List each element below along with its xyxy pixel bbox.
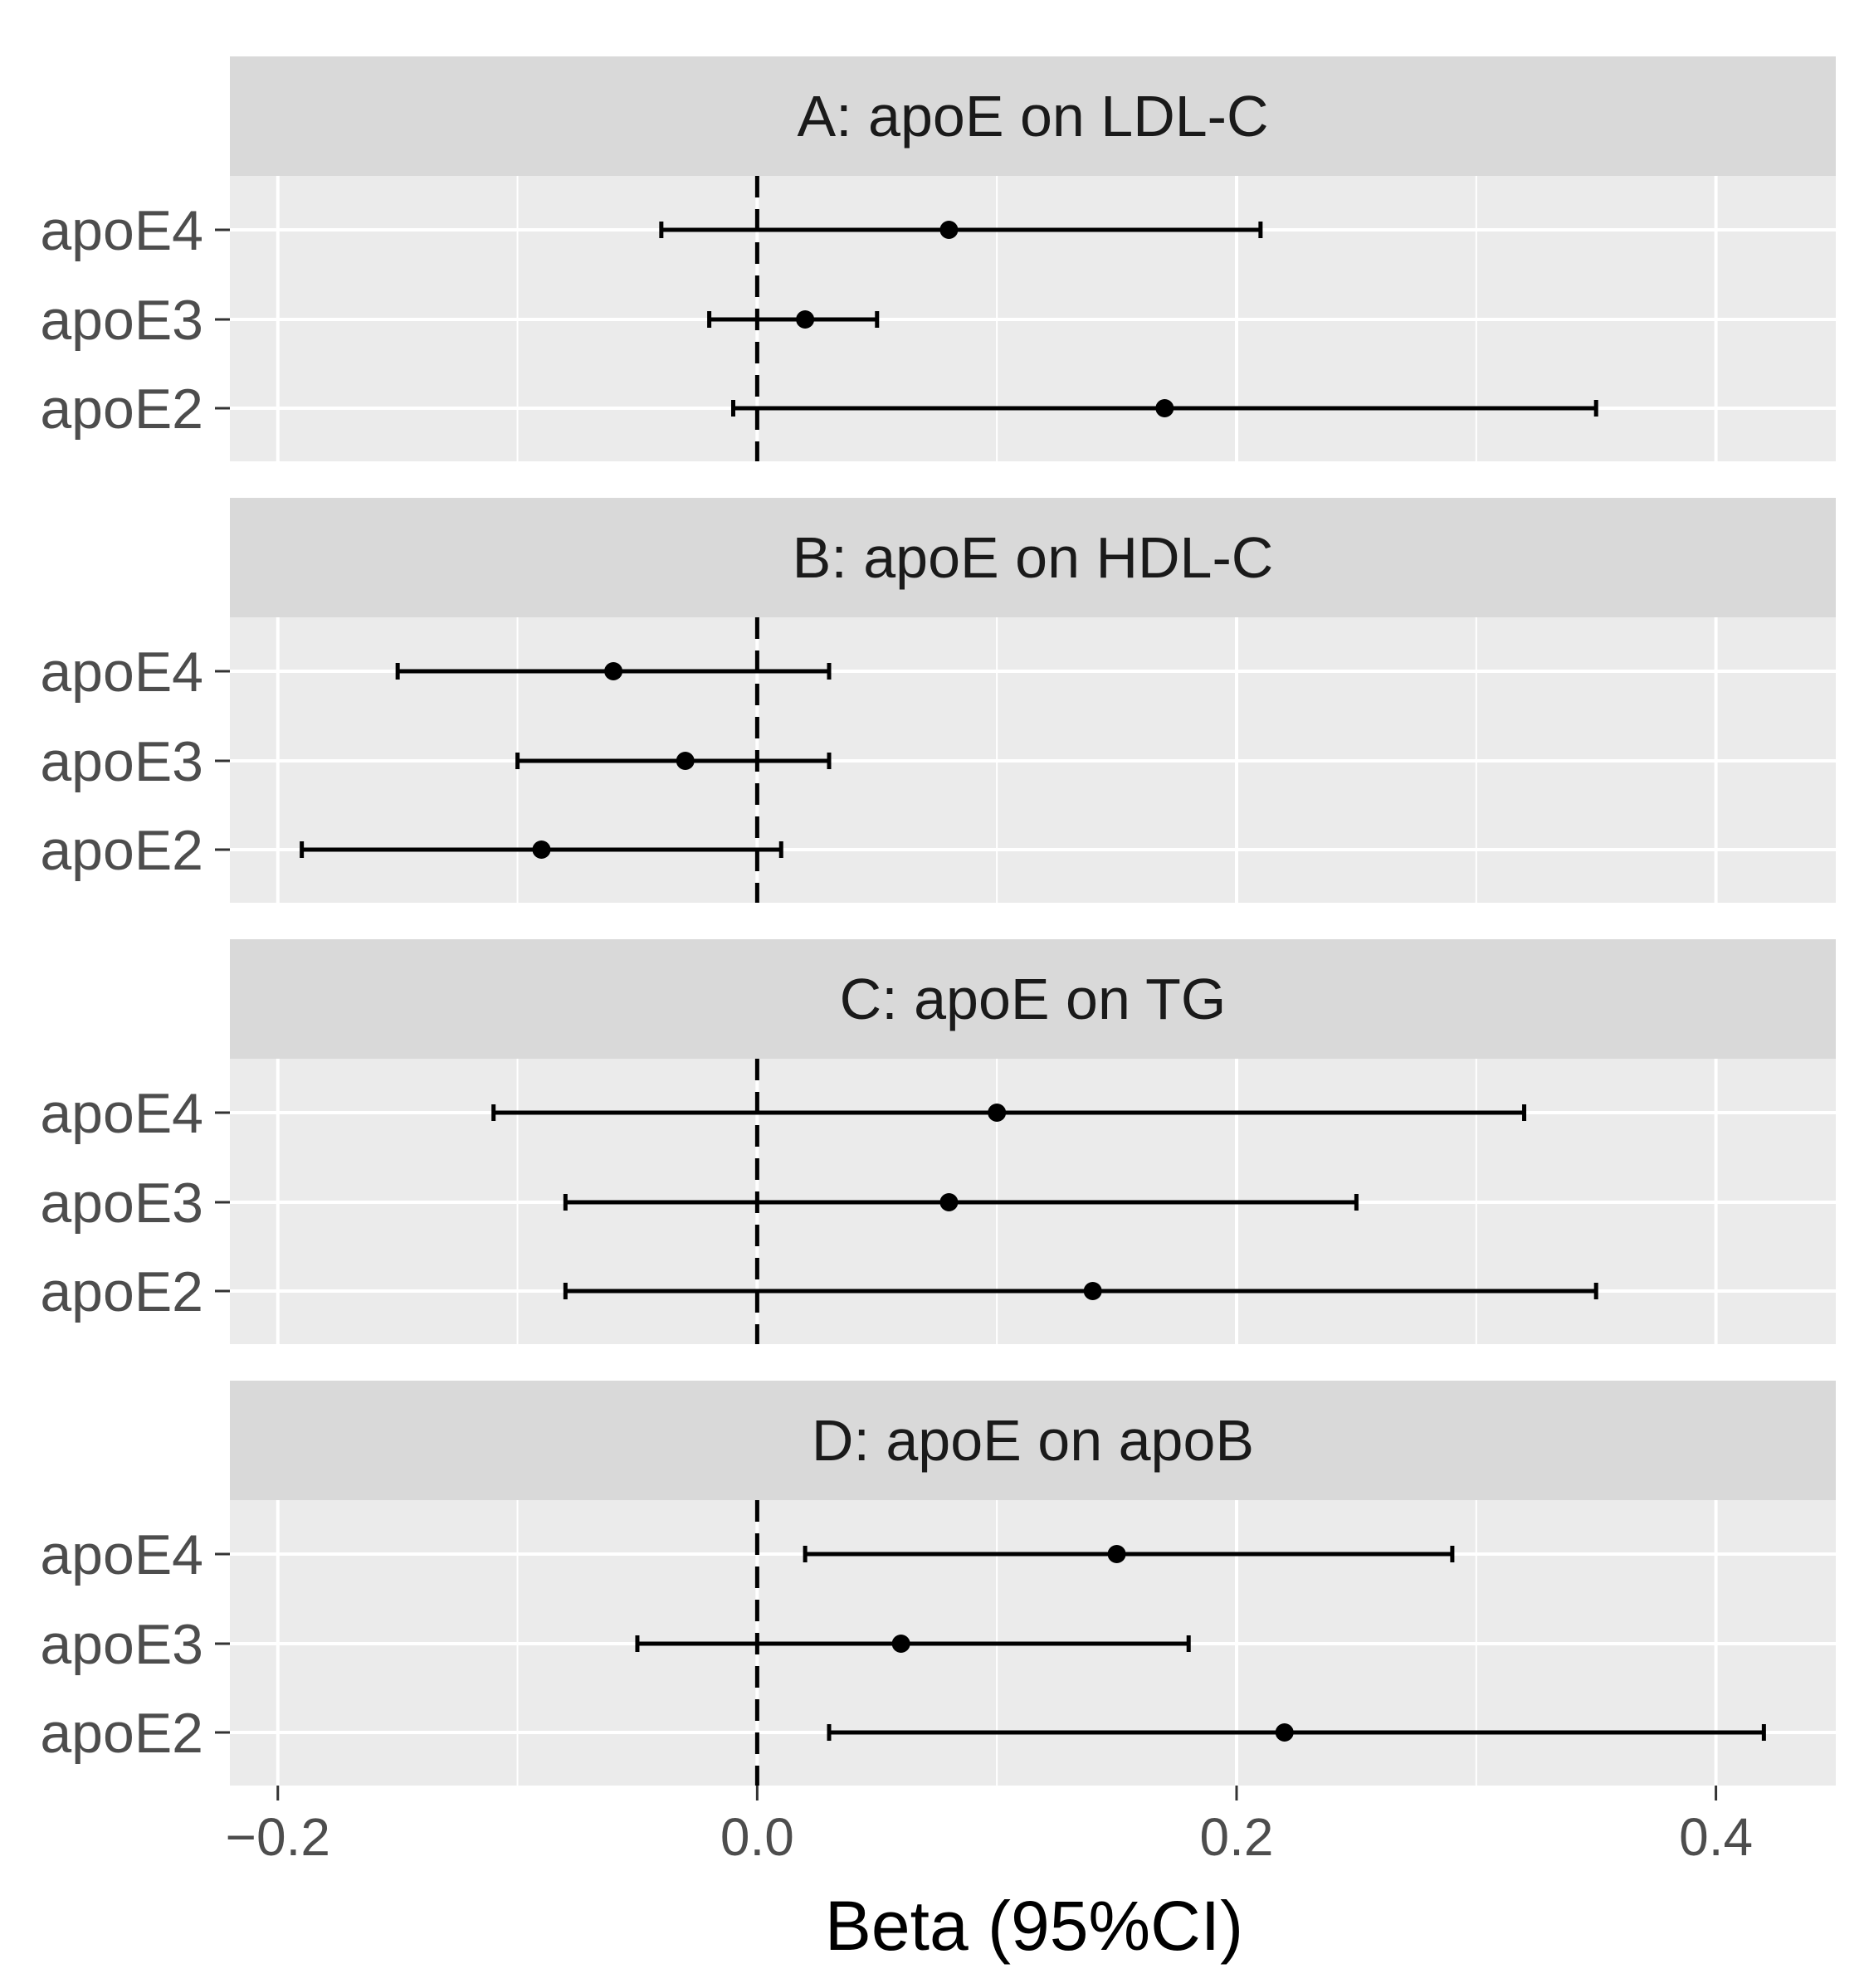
- y-tick-label: apoE4: [40, 1523, 203, 1586]
- panel-title: D: apoE on apoB: [812, 1408, 1254, 1473]
- x-tick-label: 0.2: [1200, 1807, 1274, 1867]
- panel-title: A: apoE on LDL-C: [797, 84, 1268, 149]
- y-tick-label: apoE3: [40, 730, 203, 793]
- y-tick-label: apoE2: [40, 378, 203, 441]
- point-estimate: [1155, 399, 1174, 417]
- y-tick-label: apoE4: [40, 199, 203, 262]
- x-axis-title: Beta (95%CI): [825, 1887, 1243, 1965]
- panel-strip: [230, 939, 1836, 1059]
- point-estimate: [1275, 1723, 1294, 1742]
- panel-strip: [230, 56, 1836, 176]
- point-estimate: [676, 752, 695, 770]
- panel: A: apoE on LDL-C apoE4 apoE3 apoE2: [40, 56, 1836, 461]
- x-tick-label: 0.4: [1679, 1807, 1753, 1867]
- y-tick-label: apoE3: [40, 1172, 203, 1235]
- x-tick-label: −0.2: [226, 1807, 330, 1867]
- x-axis: −0.2 0.0 0.2 0.4: [226, 1786, 1753, 1867]
- point-estimate: [1083, 1282, 1102, 1300]
- panel: D: apoE on apoB apoE4 apoE3 apoE2: [40, 1381, 1836, 1786]
- point-estimate: [891, 1635, 910, 1653]
- y-tick-label: apoE2: [40, 819, 203, 882]
- point-estimate: [1107, 1545, 1126, 1563]
- point-estimate: [604, 662, 623, 680]
- point-estimate: [988, 1104, 1007, 1122]
- panel-strip: [230, 498, 1836, 617]
- y-tick-label: apoE3: [40, 1613, 203, 1676]
- panel: C: apoE on TG apoE4 apoE3 apoE2: [40, 939, 1836, 1344]
- panel: B: apoE on HDL-C apoE4 apoE3 apoE2: [40, 498, 1836, 903]
- point-estimate: [939, 221, 959, 239]
- point-estimate: [796, 310, 815, 329]
- y-tick-label: apoE4: [40, 1082, 203, 1145]
- y-tick-label: apoE4: [40, 641, 203, 704]
- point-estimate: [939, 1193, 959, 1211]
- point-estimate: [532, 841, 551, 859]
- panel-strip: [230, 1381, 1836, 1500]
- x-tick-label: 0.0: [720, 1807, 794, 1867]
- panel-title: C: apoE on TG: [840, 967, 1227, 1031]
- panel-title: B: apoE on HDL-C: [793, 525, 1274, 590]
- y-tick-label: apoE2: [40, 1260, 203, 1323]
- y-tick-label: apoE2: [40, 1702, 203, 1765]
- y-tick-label: apoE3: [40, 289, 203, 352]
